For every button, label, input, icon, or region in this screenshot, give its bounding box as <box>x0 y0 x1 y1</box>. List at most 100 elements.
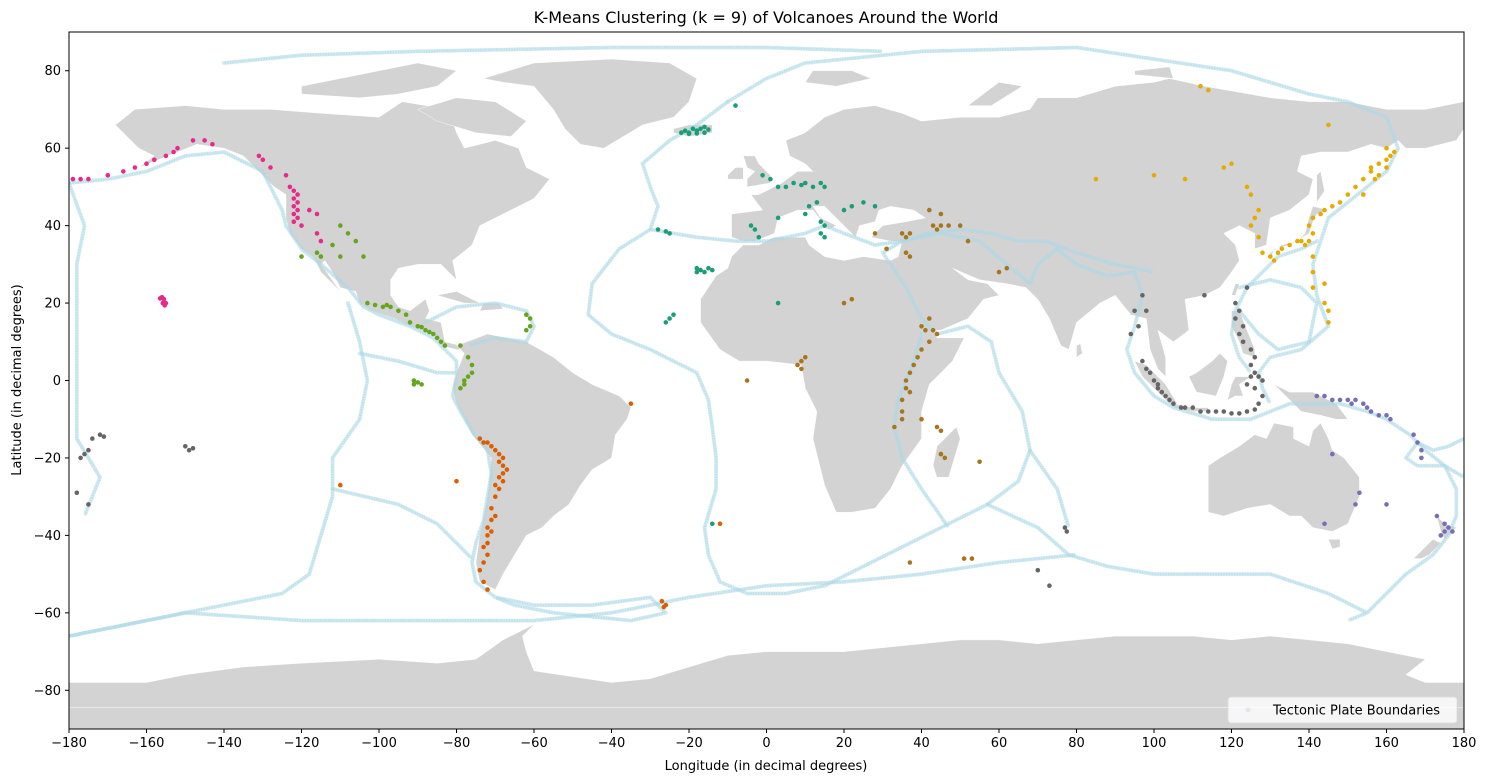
plate-boundary-marker <box>1149 269 1154 274</box>
volcano-point <box>132 165 138 170</box>
volcano-point <box>186 447 192 453</box>
volcano-point <box>710 521 715 527</box>
x-tick-label: 100 <box>1142 736 1167 751</box>
volcano-point <box>841 207 847 213</box>
volcano-point <box>775 300 781 306</box>
volcano-point <box>1330 204 1335 209</box>
cluster-series-3 <box>655 103 878 527</box>
volcano-point <box>810 184 816 190</box>
land-sakhalin <box>1316 170 1325 204</box>
y-tick-label: −40 <box>34 529 61 544</box>
volcano-point <box>1299 238 1304 244</box>
volcano-point <box>496 475 502 480</box>
volcano-point <box>396 308 401 314</box>
plate-boundary-marker <box>437 370 442 375</box>
volcano-point <box>338 254 343 259</box>
volcano-point <box>1248 223 1254 228</box>
volcano-point <box>70 176 76 182</box>
volcano-point <box>822 234 827 240</box>
volcano-point <box>1450 529 1455 534</box>
volcano-point <box>101 434 107 439</box>
volcano-point <box>287 184 293 190</box>
volcano-point <box>1326 320 1331 325</box>
volcano-point <box>210 142 215 147</box>
volcano-points-layer <box>70 83 1455 610</box>
volcano-point <box>1256 234 1261 240</box>
volcano-point <box>489 506 494 511</box>
volcano-point <box>1240 339 1246 345</box>
land-novaya-zemlya <box>967 82 1023 106</box>
volcano-point <box>489 444 494 449</box>
volcano-point <box>419 382 424 387</box>
volcano-point <box>710 267 715 273</box>
volcano-point <box>1248 374 1254 379</box>
volcano-point <box>1171 401 1176 407</box>
x-tick-label: 160 <box>1374 736 1399 751</box>
volcano-point <box>1337 397 1343 403</box>
x-tick-label: −140 <box>206 736 242 751</box>
plate-boundary-marker <box>1298 401 1303 406</box>
volcano-point <box>1190 405 1196 410</box>
volcano-point <box>930 327 936 333</box>
volcano-point <box>818 219 824 224</box>
x-tick-label: 180 <box>1452 736 1477 751</box>
volcano-point <box>318 238 324 244</box>
volcano-point <box>965 238 971 244</box>
volcano-point <box>698 267 703 273</box>
land-taiwan <box>1231 283 1240 296</box>
volcano-point <box>1240 324 1246 329</box>
plate-boundary-marker <box>1362 609 1367 614</box>
plate-boundary-marker <box>451 370 456 375</box>
volcano-point <box>465 374 471 379</box>
volcano-point <box>372 302 378 308</box>
volcano-point <box>1419 455 1424 461</box>
volcano-point <box>384 302 390 308</box>
volcano-point <box>1306 238 1312 244</box>
volcano-point <box>659 598 665 604</box>
land-afro-eurasia <box>700 78 1464 513</box>
volcano-point <box>1372 176 1378 182</box>
plate-boundary-layer <box>69 45 1464 639</box>
volcano-point <box>1322 300 1327 306</box>
volcano-point <box>1310 231 1316 236</box>
plate-boundary-marker <box>443 370 448 375</box>
volcano-point <box>361 254 366 259</box>
volcano-point <box>481 440 486 445</box>
plate-boundary-marker <box>83 511 88 516</box>
volcano-point <box>748 223 754 228</box>
volcano-point <box>1442 529 1447 534</box>
volcano-point <box>1368 165 1374 170</box>
volcano-point <box>1221 409 1227 414</box>
volcano-point <box>485 587 490 592</box>
volcano-point <box>628 401 634 407</box>
volcano-point <box>493 482 498 488</box>
volcano-point <box>919 347 924 352</box>
x-tick-label: 120 <box>1219 736 1244 751</box>
volcano-point <box>1182 176 1188 182</box>
land-severnaya <box>1134 66 1174 79</box>
volcano-point <box>1368 169 1374 174</box>
volcano-point <box>500 463 506 469</box>
volcano-point <box>411 378 417 383</box>
volcano-point <box>1438 533 1444 538</box>
plate-boundary-marker <box>1267 399 1272 404</box>
volcano-point <box>783 184 789 190</box>
volcano-point <box>524 312 529 318</box>
volcano-point <box>190 138 196 143</box>
volcano-point <box>485 552 490 558</box>
volcano-point <box>1202 293 1207 298</box>
plate-boundary-philippine-sea <box>1237 277 1319 352</box>
volcano-point <box>260 157 266 163</box>
volcano-point <box>407 320 413 325</box>
volcano-point <box>930 223 936 228</box>
volcano-point <box>1419 447 1424 453</box>
land-tasmania <box>1328 539 1341 550</box>
volcano-point <box>1244 409 1250 414</box>
volcano-point <box>1353 184 1358 190</box>
volcano-point <box>183 444 188 449</box>
volcano-point <box>927 339 932 345</box>
volcano-point <box>760 173 765 178</box>
volcano-point <box>996 269 1002 275</box>
volcano-point <box>144 161 149 166</box>
